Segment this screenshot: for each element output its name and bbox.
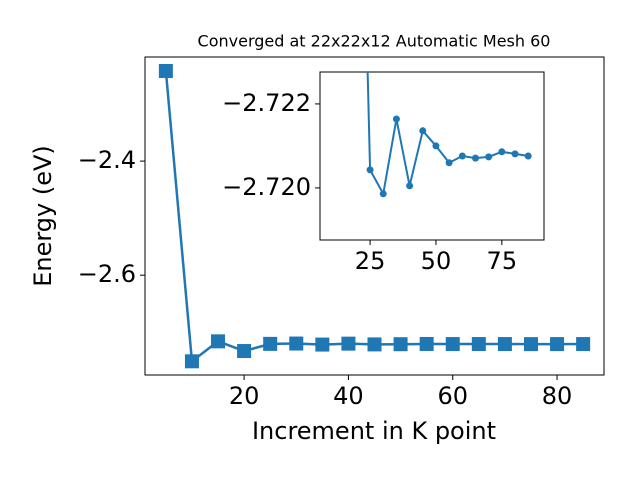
marker <box>184 354 199 369</box>
marker <box>498 148 506 156</box>
marker <box>576 337 591 352</box>
marker <box>237 344 252 359</box>
y-tick-label: −2.722 <box>222 89 311 117</box>
marker <box>419 127 427 135</box>
marker <box>211 334 226 349</box>
marker <box>379 190 387 198</box>
x-axis-label: Increment in K point <box>252 417 496 445</box>
series <box>158 63 591 369</box>
marker <box>366 166 374 174</box>
marker <box>485 153 493 161</box>
y-tick-label: −2.720 <box>222 173 311 201</box>
marker <box>392 115 400 123</box>
marker <box>341 336 356 351</box>
marker <box>471 337 486 352</box>
marker <box>497 337 512 352</box>
marker <box>406 182 414 190</box>
marker <box>524 152 532 160</box>
marker <box>511 150 519 158</box>
x-tick-label: 40 <box>333 382 364 410</box>
marker <box>471 154 479 162</box>
x-tick-label: 75 <box>487 247 518 275</box>
y-tick-label: −2.6 <box>78 260 136 288</box>
marker <box>550 337 565 352</box>
marker <box>432 142 440 150</box>
y-tick-label: −2.4 <box>78 146 136 174</box>
series <box>366 72 532 198</box>
marker <box>458 152 466 160</box>
chart-title: Converged at 22x22x12 Automatic Mesh 60 <box>198 32 551 51</box>
x-tick-label: 25 <box>355 247 386 275</box>
marker <box>367 337 382 352</box>
x-tick-label: 50 <box>421 247 452 275</box>
y-axis-label: Energy (eV) <box>29 145 57 287</box>
marker <box>445 337 460 352</box>
marker <box>419 336 434 351</box>
x-tick-label: 60 <box>437 382 468 410</box>
marker <box>158 63 173 78</box>
plot-area <box>319 71 545 241</box>
marker <box>289 336 304 351</box>
x-tick-label: 20 <box>229 382 260 410</box>
marker <box>393 337 408 352</box>
x-tick-label: 80 <box>542 382 573 410</box>
marker <box>315 337 330 352</box>
marker <box>445 159 453 167</box>
marker <box>523 337 538 352</box>
marker <box>263 336 278 351</box>
